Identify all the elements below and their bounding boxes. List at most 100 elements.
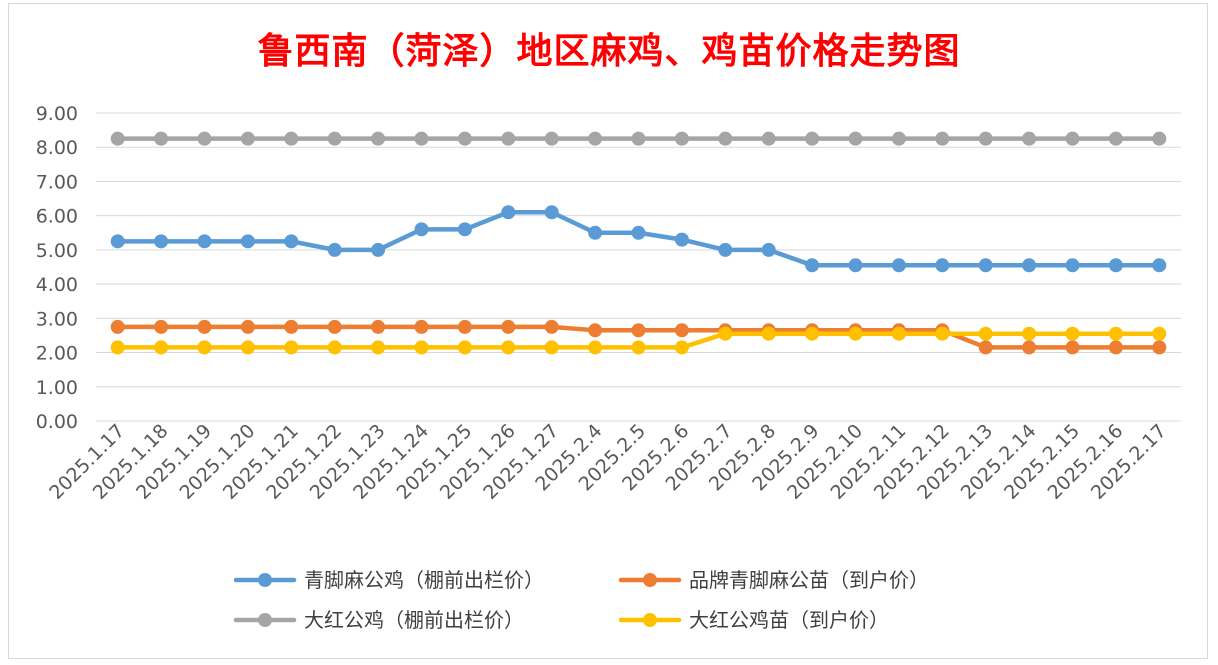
series-3-point: [110, 131, 125, 146]
series-3-point: [371, 131, 386, 146]
y-tick-label: 9.00: [36, 103, 78, 125]
series-4-point: [110, 340, 125, 355]
series-3-point: [240, 131, 255, 146]
series-4-point: [1108, 326, 1123, 341]
series-1-point: [414, 222, 429, 237]
chart-title: 鲁西南（菏泽）地区麻鸡、鸡苗价格走势图: [257, 30, 961, 72]
series-2-point: [674, 323, 689, 338]
series-1-point: [1108, 258, 1123, 273]
legend-label: 青脚麻公鸡（棚前出栏价）: [304, 568, 544, 592]
series-4-point: [154, 340, 169, 355]
y-tick-label: 5.00: [36, 240, 78, 262]
series-1-point: [240, 234, 255, 249]
series-3-point: [1065, 131, 1080, 146]
series-4-point: [544, 340, 559, 355]
series-3-point: [1022, 131, 1037, 146]
series-3-point: [631, 131, 646, 146]
series-2-point: [371, 319, 386, 334]
series-2-point: [1065, 340, 1080, 355]
series-3-point: [978, 131, 993, 146]
series-2-point: [240, 319, 255, 334]
series-4-point: [1152, 326, 1167, 341]
series-3-point: [588, 131, 603, 146]
series-1-point: [1022, 258, 1037, 273]
legend-label: 大红公鸡苗（到户价）: [689, 608, 889, 632]
series-1-point: [891, 258, 906, 273]
series-3-point: [761, 131, 776, 146]
series-4-point: [935, 326, 950, 341]
series-3-point: [1108, 131, 1123, 146]
series-4-point: [457, 340, 472, 355]
series-1-point: [501, 205, 516, 220]
series-2-point: [631, 323, 646, 338]
series-3-point: [197, 131, 212, 146]
series-1-point: [544, 205, 559, 220]
series-1-point: [805, 258, 820, 273]
series-1-point: [371, 242, 386, 257]
series-4-point: [761, 326, 776, 341]
series-3-point: [674, 131, 689, 146]
series-2-point: [1022, 340, 1037, 355]
series-1-point: [110, 234, 125, 249]
series-1-point: [631, 225, 646, 240]
series-2-point: [457, 319, 472, 334]
y-tick-label: 6.00: [36, 206, 78, 228]
series-3-point: [718, 131, 733, 146]
series-1-point: [1152, 258, 1167, 273]
series-1-point: [761, 242, 776, 257]
y-tick-label: 8.00: [36, 137, 78, 159]
series-2-point: [544, 319, 559, 334]
series-1-point: [674, 232, 689, 247]
series-4-point: [631, 340, 646, 355]
series-4-point: [805, 326, 820, 341]
legend-marker: [643, 613, 657, 627]
legend-marker: [643, 573, 657, 587]
series-1-point: [978, 258, 993, 273]
legend-label: 大红公鸡（棚前出栏价）: [304, 608, 524, 632]
series-1-point: [154, 234, 169, 249]
series-1-point: [935, 258, 950, 273]
legend-marker: [258, 573, 272, 587]
series-3-point: [154, 131, 169, 146]
series-2-point: [978, 340, 993, 355]
series-1-point: [327, 242, 342, 257]
series-3-point: [414, 131, 429, 146]
series-2-point: [1108, 340, 1123, 355]
y-tick-label: 7.00: [36, 171, 78, 193]
series-4-point: [240, 340, 255, 355]
series-4-point: [1022, 326, 1037, 341]
series-4-point: [284, 340, 299, 355]
series-3-point: [891, 131, 906, 146]
series-4-point: [718, 326, 733, 341]
series-4-point: [588, 340, 603, 355]
y-tick-label: 1.00: [36, 377, 78, 399]
series-2-point: [154, 319, 169, 334]
series-4-point: [848, 326, 863, 341]
series-3-point: [848, 131, 863, 146]
series-4-point: [197, 340, 212, 355]
series-3-point: [457, 131, 472, 146]
series-2-point: [110, 319, 125, 334]
series-2-point: [1152, 340, 1167, 355]
series-3-point: [501, 131, 516, 146]
series-4-point: [327, 340, 342, 355]
series-2-point: [197, 319, 212, 334]
series-3-point: [805, 131, 820, 146]
series-3-point: [935, 131, 950, 146]
series-4-point: [674, 340, 689, 355]
y-tick-label: 3.00: [36, 308, 78, 330]
series-1-point: [588, 225, 603, 240]
series-1-point: [1065, 258, 1080, 273]
series-2-point: [588, 323, 603, 338]
series-2-point: [284, 319, 299, 334]
series-4-point: [1065, 326, 1080, 341]
series-4-point: [371, 340, 386, 355]
series-3-point: [284, 131, 299, 146]
series-3-point: [327, 131, 342, 146]
y-tick-label: 2.00: [36, 343, 78, 365]
series-4-point: [891, 326, 906, 341]
series-1-point: [284, 234, 299, 249]
series-2-point: [414, 319, 429, 334]
series-3-point: [1152, 131, 1167, 146]
